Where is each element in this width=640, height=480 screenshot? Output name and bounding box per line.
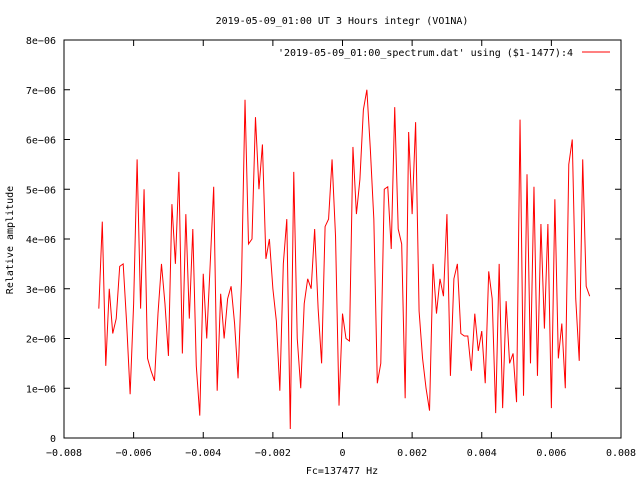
chart-title: 2019-05-09_01:00 UT 3 Hours integr (VO1N… (216, 16, 469, 27)
y-axis-ticks: 0 1e−06 2e−06 3e−06 4e−06 5e−06 6e−06 7e−06 8e−0… (26, 36, 621, 445)
x-tick-label: −0.008 (46, 448, 82, 459)
y-tick-label: 7e−06 (26, 86, 56, 97)
x-tick-label: −0.004 (185, 448, 221, 459)
x-tick-label: −0.002 (255, 448, 291, 459)
plot-frame (63, 39, 622, 439)
y-tick-label: 0 (50, 434, 56, 445)
series-group (98, 89, 591, 430)
y-tick-label: 2e−06 (26, 335, 56, 346)
y-axis-label: Relative amplitude (5, 186, 16, 294)
x-tick-label: 0.002 (397, 448, 427, 459)
y-tick-label: 6e−06 (26, 136, 56, 147)
x-axis-label: Fc=137477 Hz (306, 466, 378, 477)
x-tick-label: −0.006 (116, 448, 152, 459)
legend: '2019-05-09_01:00_spectrum.dat' using ($… (278, 48, 610, 59)
legend-label: '2019-05-09_01:00_spectrum.dat' using ($… (278, 48, 573, 59)
x-tick-label: 0 (339, 448, 345, 459)
y-tick-label: 4e−06 (26, 235, 56, 246)
x-tick-label: 0.006 (536, 448, 566, 459)
y-tick-label: 1e−06 (26, 384, 56, 395)
x-tick-label: 0.004 (467, 448, 497, 459)
x-tick-label: 0.008 (606, 448, 636, 459)
series-line-0 (98, 89, 591, 430)
x-axis-ticks: −0.008 −0.006 −0.004 −0.002 0 0.002 0.004 0.006… (46, 40, 636, 459)
y-tick-label: 3e−06 (26, 285, 56, 296)
y-tick-label: 8e−06 (26, 36, 56, 47)
y-tick-label: 5e−06 (26, 185, 56, 196)
